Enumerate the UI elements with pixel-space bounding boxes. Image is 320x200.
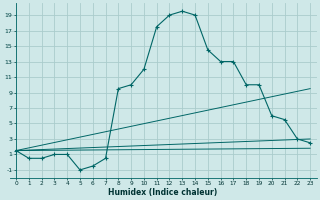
X-axis label: Humidex (Indice chaleur): Humidex (Indice chaleur) [108,188,218,197]
